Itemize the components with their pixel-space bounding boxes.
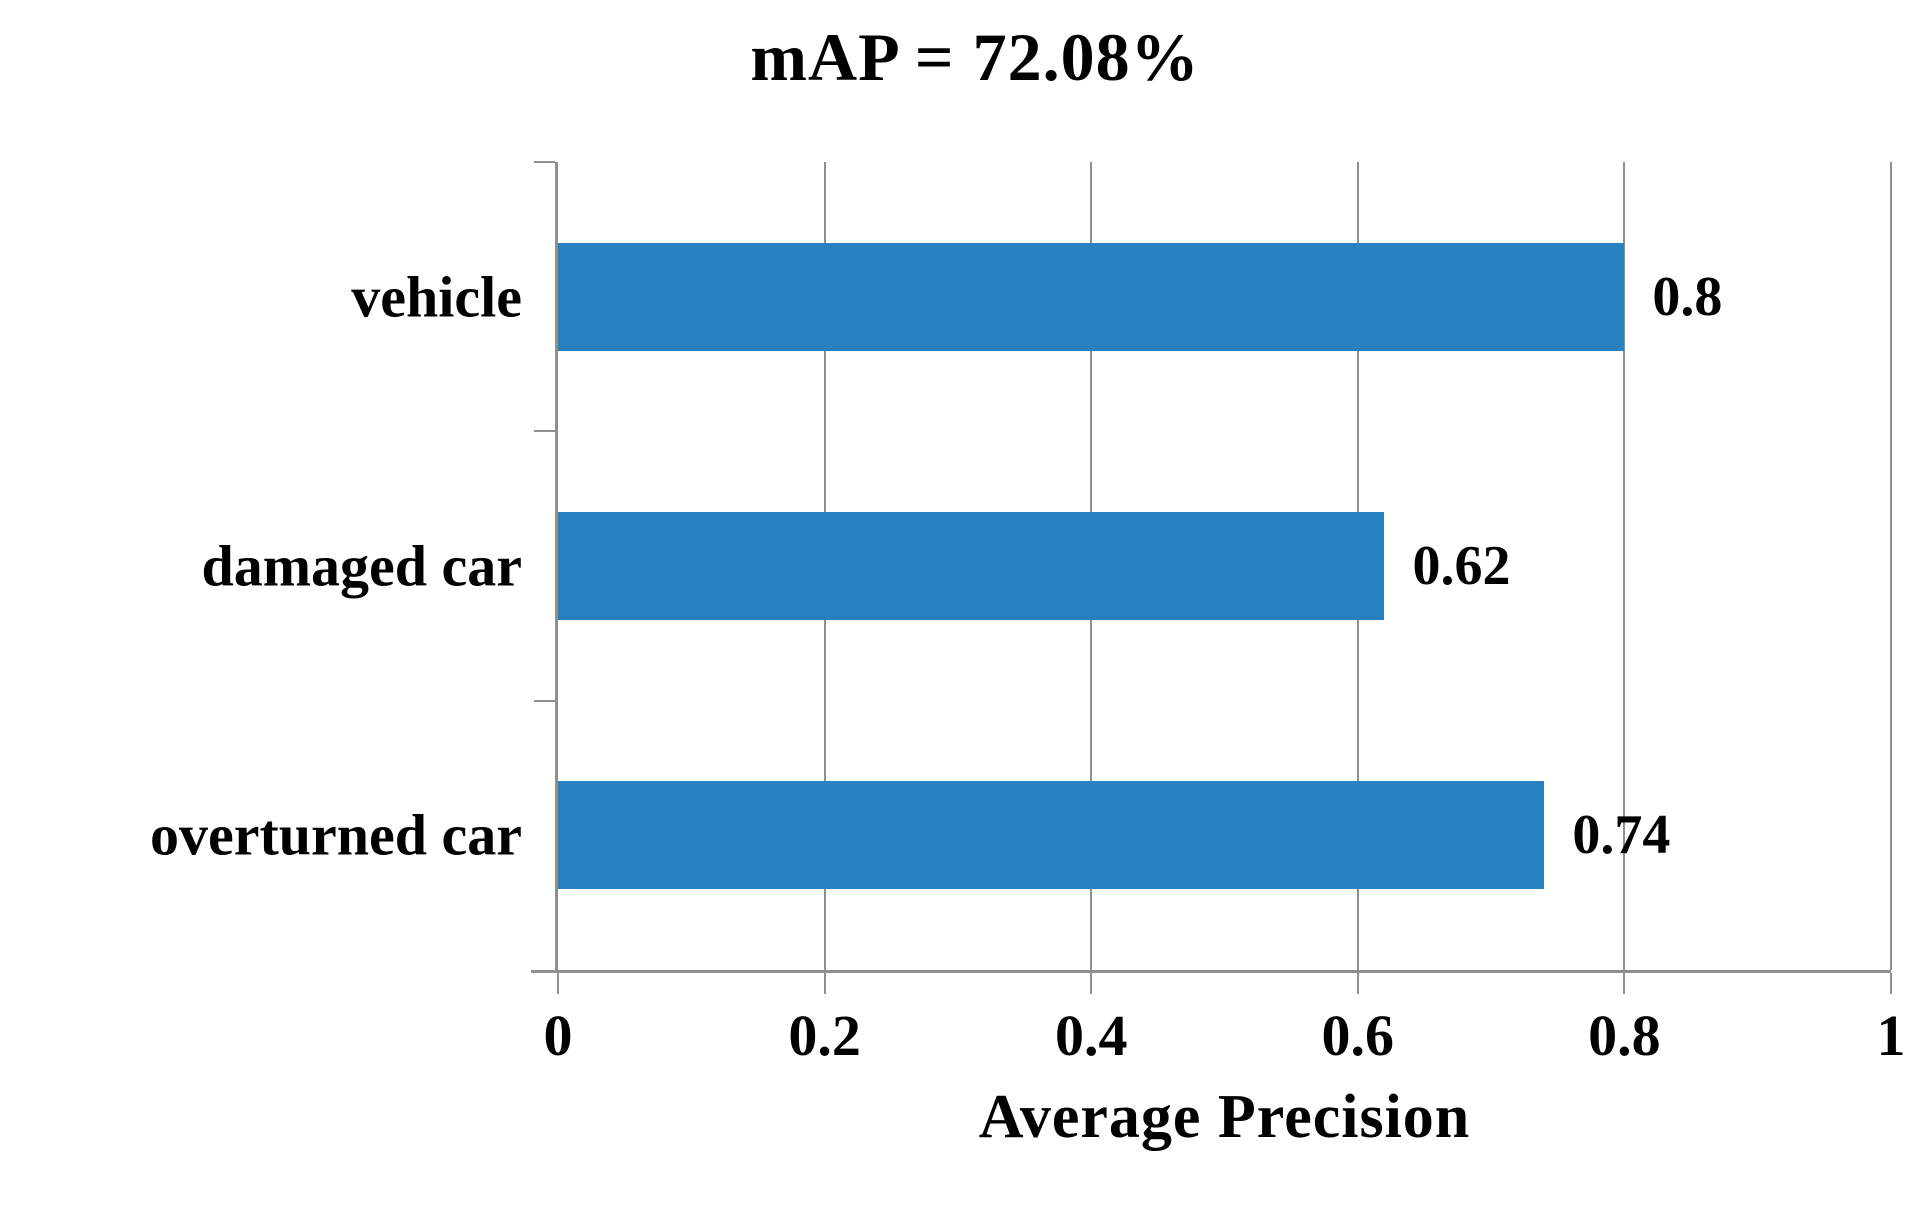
bar <box>558 781 1545 890</box>
y-tick-mark <box>534 699 555 702</box>
bar-row-overturned-car: overturned car 0.74 <box>150 701 1891 970</box>
category-label: vehicle <box>351 264 522 330</box>
plot-area: vehicle 0.8 damaged car 0.62 overturned car 0… <box>150 161 1906 1151</box>
x-axis-line <box>531 970 558 973</box>
gridline-0.8 <box>1623 162 1626 970</box>
chart-title: mAP = 72.08% <box>750 19 1200 95</box>
x-tick-label-0.8: 0.8 <box>1588 1003 1661 1068</box>
x-tick-label-0.4: 0.4 <box>1054 1003 1128 1068</box>
bar-value-label: 0.8 <box>1652 265 1723 328</box>
x-tick-label-0: 0 <box>543 1003 573 1068</box>
x-tick-mark-0.6 <box>1356 973 1359 994</box>
x-tick-mark-0.2 <box>823 973 826 994</box>
x-tick-mark-0.8 <box>1623 973 1626 994</box>
x-tick-mark-0.4 <box>1090 973 1093 994</box>
bar-row-damaged-car: damaged car 0.62 <box>201 431 1891 700</box>
y-tick-mark <box>534 430 555 433</box>
x-tick-label-0.2: 0.2 <box>788 1003 861 1068</box>
x-tick-mark-0 <box>557 973 559 994</box>
x-tick-label-1: 1 <box>1876 1003 1906 1068</box>
x-tick-mark-1 <box>1890 973 1892 994</box>
x-tick-label-0.6: 0.6 <box>1321 1003 1395 1068</box>
y-tick-mark <box>534 161 555 163</box>
gridline-1 <box>1890 162 1892 970</box>
bar-rows: vehicle 0.8 damaged car 0.62 overturned car 0… <box>150 162 1891 970</box>
bar-value-label: 0.74 <box>1572 804 1671 867</box>
bar <box>558 242 1625 351</box>
x-axis-title: Average Precision <box>978 1083 1471 1151</box>
category-label: overturned car <box>149 802 522 868</box>
bar-value-label: 0.62 <box>1412 534 1511 597</box>
category-label: damaged car <box>201 533 522 599</box>
bar-row-vehicle: vehicle 0.8 <box>351 162 1891 431</box>
bar <box>558 511 1385 620</box>
